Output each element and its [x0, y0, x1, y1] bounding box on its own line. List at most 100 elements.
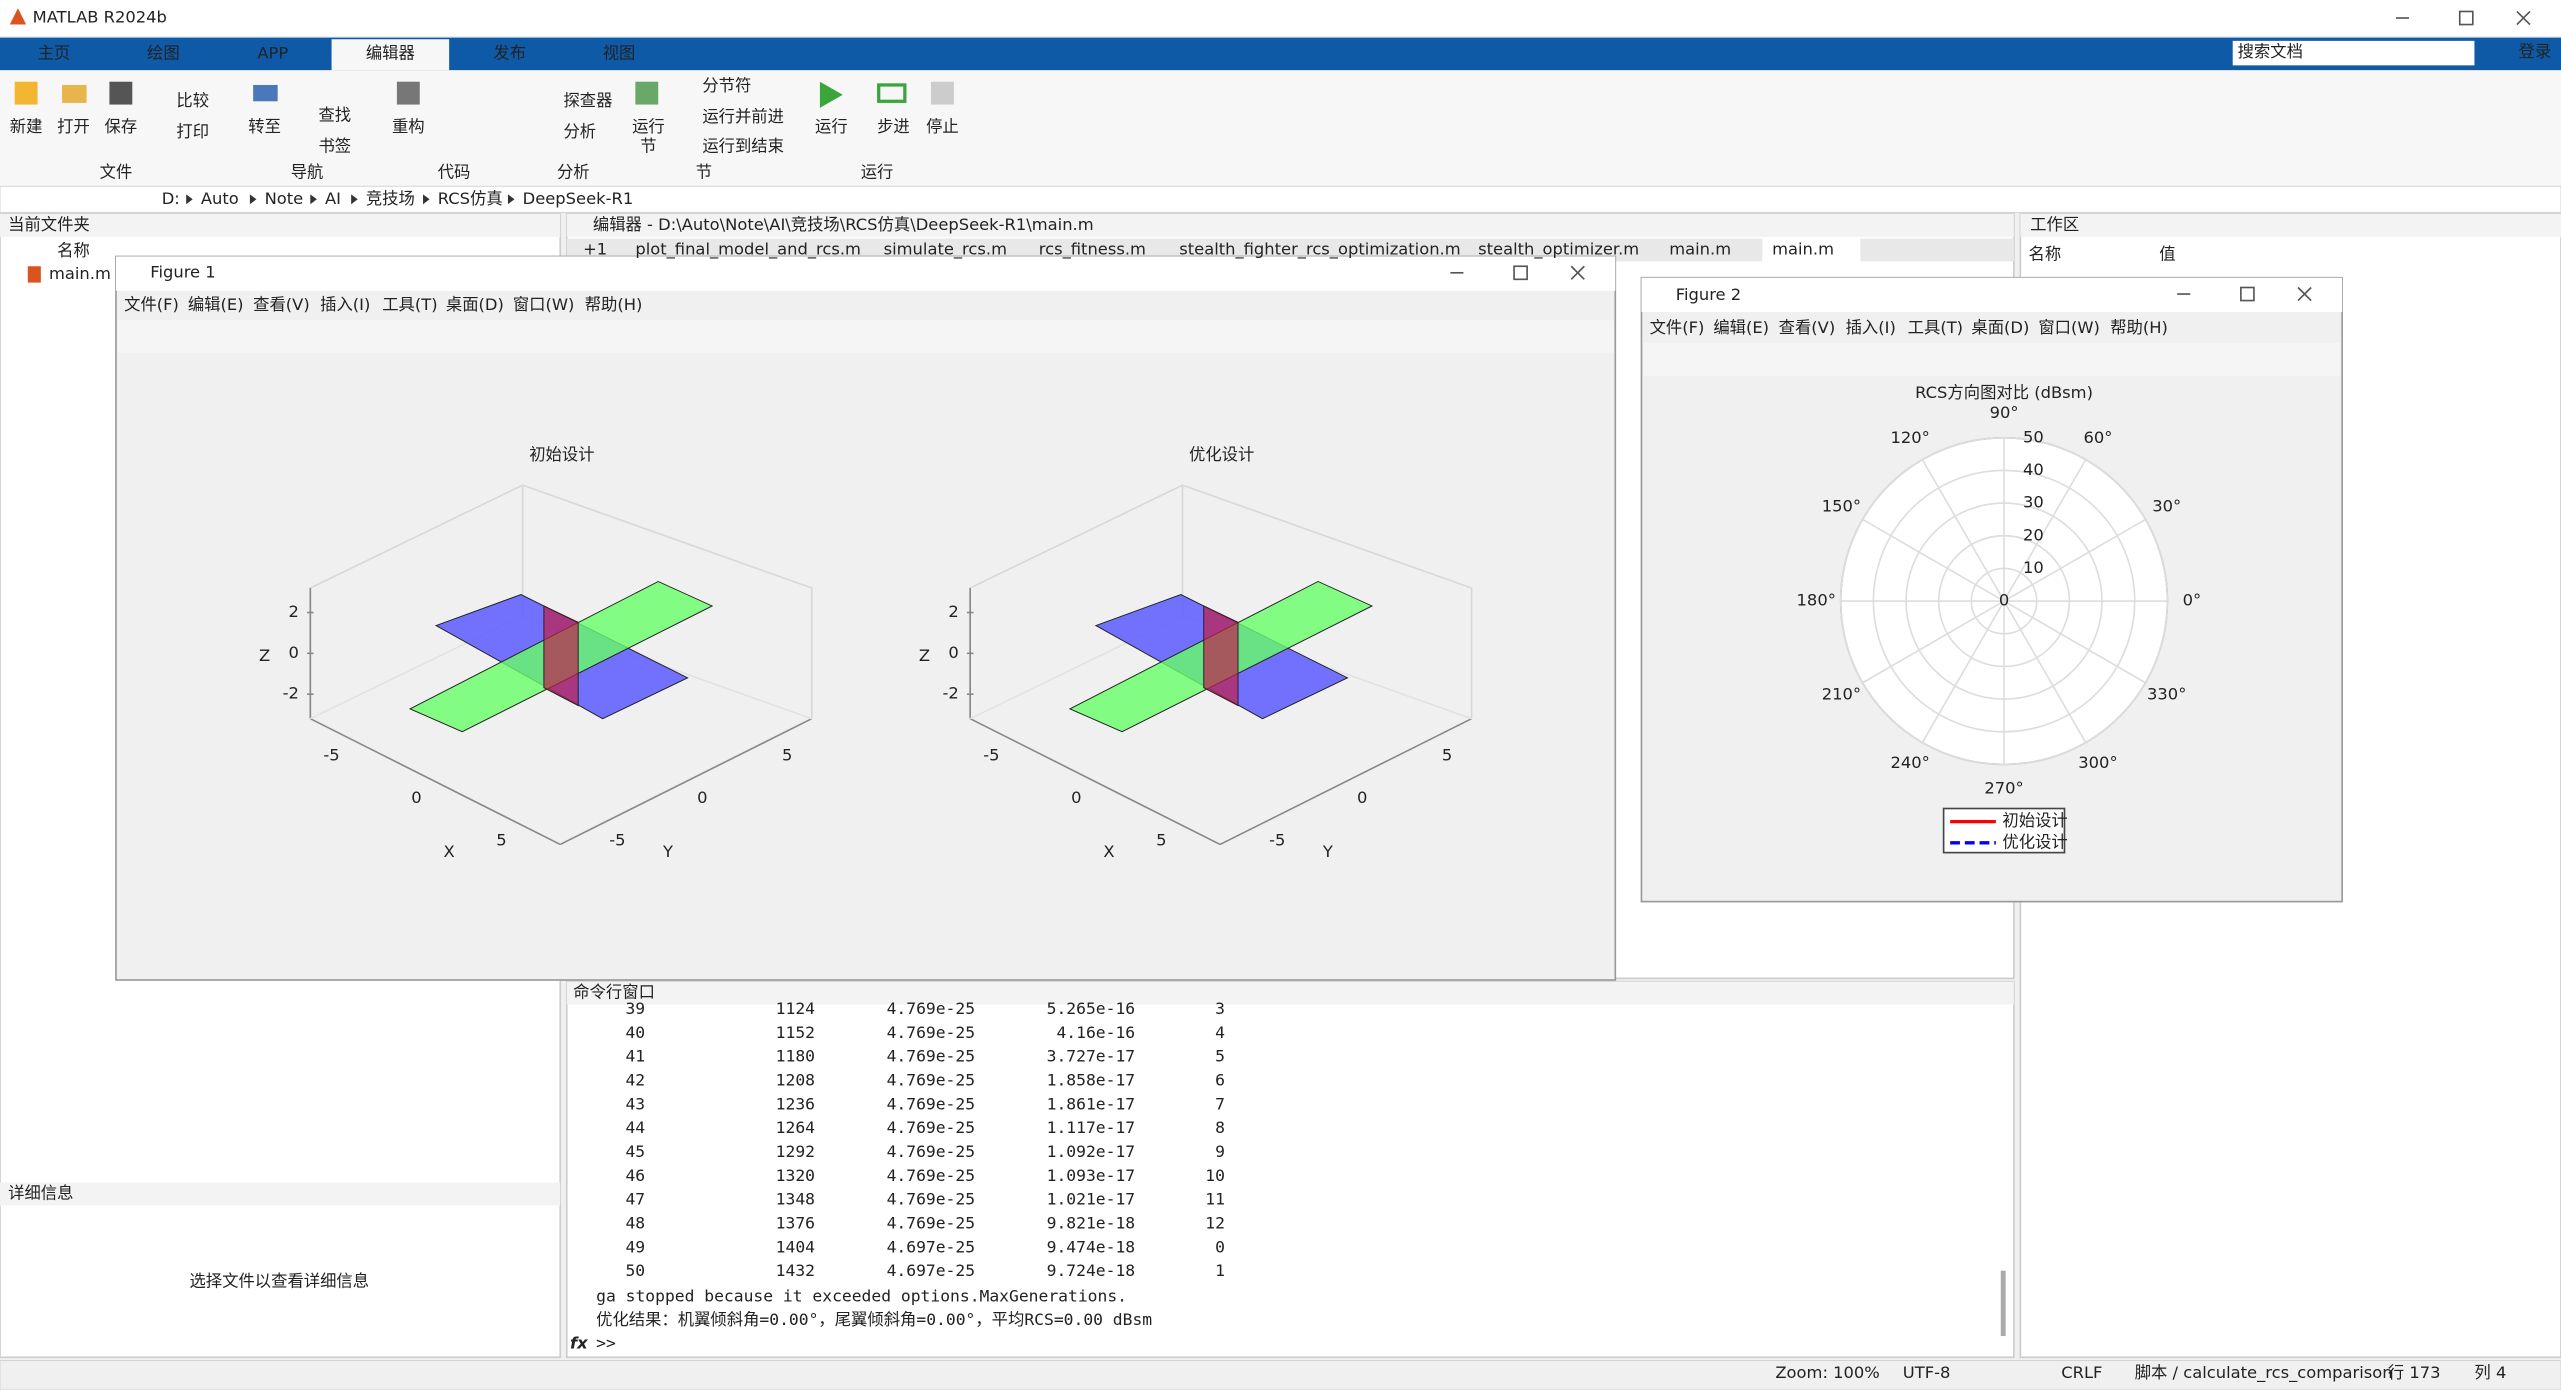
output-cell: 5: [1215, 1047, 1225, 1066]
ribbon-group: 节: [696, 163, 712, 182]
ribbon-button[interactable]: 书签: [318, 137, 351, 156]
ribbon-button[interactable]: 步进: [877, 117, 910, 136]
ribbon-button[interactable]: 打开: [57, 117, 90, 136]
menu-item[interactable]: 文件(F): [1650, 318, 1705, 337]
menu-item[interactable]: 编辑(E): [188, 295, 244, 314]
output-cell: 4.769e-25: [887, 1142, 975, 1161]
maximize[interactable]: [2240, 286, 2255, 302]
menu-item[interactable]: 窗口(W): [2038, 318, 2100, 337]
output-cell: 1236: [776, 1094, 815, 1113]
editor-tab[interactable]: simulate_rcs.m: [884, 239, 1007, 259]
path-segment[interactable]: Note: [265, 189, 304, 208]
ribbon-group: 导航: [291, 163, 324, 182]
menu-item[interactable]: 桌面(D): [1971, 318, 2029, 337]
path-segment[interactable]: D:: [162, 189, 180, 208]
editor-tab[interactable]: stealth_fighter_rcs_optimization.m: [1179, 239, 1460, 259]
ribbon-button[interactable]: 查找: [318, 105, 351, 124]
run-icon[interactable]: [819, 81, 843, 108]
maximize[interactable]: [2458, 10, 2474, 26]
search-placeholder: 搜索文档: [2238, 42, 2303, 61]
path-segment[interactable]: AI: [325, 189, 341, 208]
output-cell: 9.474e-18: [1047, 1237, 1135, 1256]
ribbon-tab[interactable]: APP: [257, 43, 288, 62]
menu-item[interactable]: 帮助(H): [585, 295, 643, 314]
ribbon-tab[interactable]: 编辑器: [366, 43, 415, 62]
ribbon-button[interactable]: 分节符: [702, 76, 751, 95]
y-tick-label: 5: [782, 746, 792, 765]
surface: [543, 605, 579, 707]
prompt[interactable]: >>: [596, 1334, 616, 1353]
ribbon-button[interactable]: 运行到结束: [702, 137, 784, 156]
icon: [109, 81, 133, 105]
output-cell: 49: [625, 1237, 645, 1256]
panel-title: 当前文件夹: [8, 215, 90, 234]
ribbon-button[interactable]: 比较: [176, 91, 209, 110]
menu-item[interactable]: 桌面(D): [446, 295, 504, 314]
menu-item[interactable]: 插入(I): [320, 295, 370, 314]
ribbon-button[interactable]: 运行并前进: [702, 107, 784, 126]
path-segment[interactable]: Auto: [201, 189, 239, 208]
path-segment[interactable]: RCS仿真: [438, 189, 503, 208]
editor-tab[interactable]: plot_final_model_and_rcs.m: [635, 239, 861, 259]
file-name[interactable]: main.m: [49, 264, 111, 283]
ribbon-button[interactable]: 新建: [10, 117, 43, 136]
ribbon-button[interactable]: 探查器: [563, 91, 612, 110]
ribbon-tab[interactable]: 主页: [38, 43, 71, 62]
ribbon-button[interactable]: 重构: [392, 117, 425, 136]
prompt-icon: fx: [570, 1334, 588, 1353]
menu-item[interactable]: 工具(T): [382, 295, 437, 314]
editor-tab[interactable]: rcs_fitness.m: [1039, 239, 1146, 259]
column-header: 名称: [57, 241, 90, 260]
menu-item[interactable]: 文件(F): [124, 295, 179, 314]
status-item: 脚本 / calculate_rcs_comparison: [2135, 1363, 2393, 1383]
maximize[interactable]: [1513, 265, 1528, 281]
x-tick-label: 5: [1156, 831, 1166, 850]
ribbon-button[interactable]: 打印: [176, 122, 209, 141]
output-cell: 1.092e-17: [1047, 1142, 1135, 1161]
ribbon-tab[interactable]: 发布: [493, 43, 526, 62]
ribbon-tab[interactable]: 绘图: [147, 43, 180, 62]
menu-item[interactable]: 编辑(E): [1713, 318, 1769, 337]
search-box[interactable]: [2232, 40, 2475, 66]
menu-item[interactable]: 帮助(H): [2110, 318, 2168, 337]
axes-edge: [1219, 717, 1472, 846]
window-title: MATLAB R2024b: [33, 8, 167, 27]
ribbon-button[interactable]: 运行: [632, 117, 665, 136]
menu-item[interactable]: 查看(V): [1779, 318, 1836, 337]
editor-tab[interactable]: stealth_optimizer.m: [1478, 239, 1639, 259]
figure2-titlebar: [1641, 277, 2343, 312]
output-cell: 4: [1215, 1023, 1225, 1042]
output-cell: 46: [625, 1166, 645, 1185]
menu-item[interactable]: 窗口(W): [513, 295, 575, 314]
scrollbar[interactable]: [2000, 1270, 2006, 1337]
y-tick-label: 5: [1442, 746, 1452, 765]
separator: [310, 194, 317, 205]
ribbon-button[interactable]: 分析: [563, 122, 596, 141]
address-bar[interactable]: [0, 185, 2561, 213]
axes-title: 优化设计: [1189, 445, 1254, 464]
figure1-window: [115, 255, 1617, 981]
ribbon-button[interactable]: 转至: [248, 117, 281, 136]
ribbon-tab[interactable]: 视图: [603, 43, 636, 62]
menu-item[interactable]: 工具(T): [1908, 318, 1963, 337]
theta-tick-label: 30°: [2152, 497, 2181, 516]
ribbon-button[interactable]: 运行: [815, 117, 848, 136]
figure-toolbar: [117, 320, 1614, 353]
editor-tab[interactable]: +1: [583, 239, 607, 258]
menu-item[interactable]: 查看(V): [253, 295, 310, 314]
path-segment[interactable]: 竞技场: [366, 189, 415, 208]
menu-item[interactable]: 插入(I): [1846, 318, 1896, 337]
grid-spoke: [1862, 518, 2005, 602]
output-cell: 10: [1205, 1166, 1225, 1185]
editor-tab[interactable]: main.m: [1772, 239, 1834, 258]
x-tick-label: 5: [496, 831, 506, 850]
editor-tab[interactable]: main.m: [1669, 239, 1731, 258]
theta-tick-label: 60°: [2083, 428, 2112, 447]
ribbon-button[interactable]: 保存: [105, 117, 138, 136]
active-tab: [1762, 238, 1861, 262]
ribbon-button[interactable]: 停止: [926, 117, 959, 136]
path-segment[interactable]: DeepSeek-R1: [523, 189, 634, 208]
ribbon-button[interactable]: 节: [640, 137, 656, 156]
panel-title: 详细信息: [8, 1183, 73, 1202]
login[interactable]: 登录: [2519, 42, 2552, 61]
